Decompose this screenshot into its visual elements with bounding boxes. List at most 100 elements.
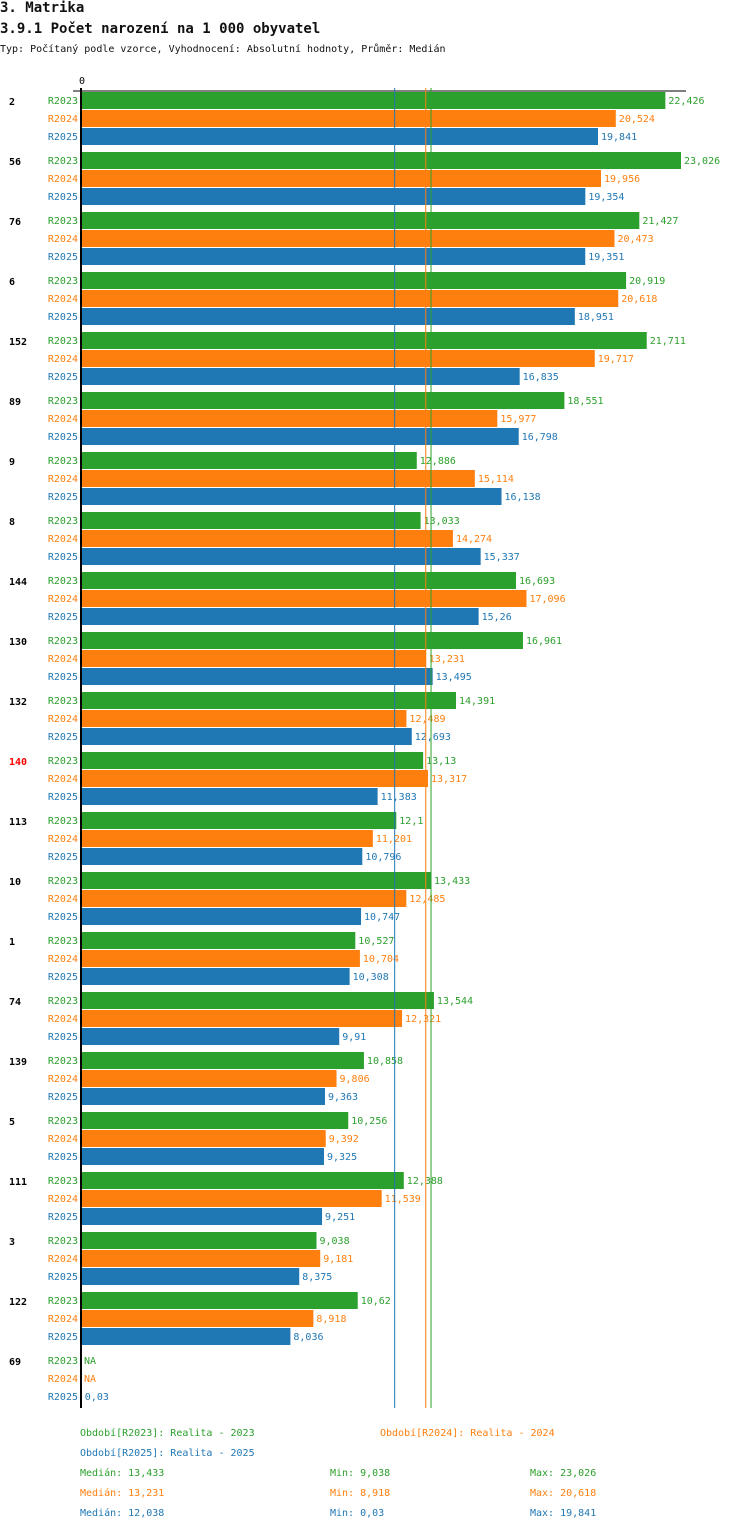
value-label: 18,951 bbox=[578, 312, 614, 323]
value-label: 21,711 bbox=[650, 336, 686, 347]
axis-zero-label: 0 bbox=[79, 76, 85, 87]
series-label: R2024 bbox=[48, 774, 78, 785]
value-label: 11,383 bbox=[381, 792, 417, 803]
bar bbox=[81, 1190, 382, 1207]
series-label: R2023 bbox=[48, 1236, 78, 1247]
series-label: R2024 bbox=[48, 1074, 78, 1085]
series-label: R2025 bbox=[48, 132, 78, 143]
value-label: 11,539 bbox=[385, 1194, 421, 1205]
bar bbox=[81, 770, 429, 787]
group-label: 122 bbox=[9, 1297, 27, 1308]
value-label: 12,489 bbox=[409, 714, 445, 725]
series-label: R2024 bbox=[48, 834, 78, 845]
series-label: R2023 bbox=[48, 96, 78, 107]
series-label: R2024 bbox=[48, 894, 78, 905]
bar bbox=[81, 752, 424, 769]
bar bbox=[81, 848, 363, 865]
chart-title: 3.9.1 Počet narození na 1 000 obyvatel bbox=[0, 21, 321, 37]
series-label: R2024 bbox=[48, 294, 78, 305]
bar bbox=[81, 1028, 340, 1045]
bar bbox=[81, 332, 647, 349]
min-r2023: Min: 9,038 bbox=[330, 1468, 391, 1479]
bar bbox=[81, 170, 602, 187]
series-label: R2024 bbox=[48, 114, 78, 125]
bar bbox=[81, 392, 565, 409]
value-label: 16,835 bbox=[523, 372, 559, 383]
group-label: 69 bbox=[9, 1357, 21, 1368]
series-label: R2023 bbox=[48, 756, 78, 767]
value-label: 12,1 bbox=[399, 816, 423, 827]
series-label: R2025 bbox=[48, 1392, 78, 1403]
series-label: R2024 bbox=[48, 1014, 78, 1025]
series-label: R2023 bbox=[48, 1116, 78, 1127]
value-label: 10,704 bbox=[363, 954, 399, 965]
value-label: 10,527 bbox=[358, 936, 394, 947]
bar bbox=[81, 1172, 404, 1189]
bar bbox=[81, 950, 360, 967]
median-r2024: Medián: 13,231 bbox=[80, 1488, 165, 1499]
value-label: 18,551 bbox=[567, 396, 603, 407]
group-label: 5 bbox=[9, 1117, 15, 1128]
value-label: 9,038 bbox=[320, 1236, 350, 1247]
value-label: 13,433 bbox=[434, 876, 470, 887]
max-r2023: Max: 23,026 bbox=[530, 1468, 597, 1479]
bar bbox=[81, 1070, 337, 1087]
series-label: R2025 bbox=[48, 612, 78, 623]
group-label: 113 bbox=[9, 817, 27, 828]
value-label: 9,325 bbox=[327, 1152, 357, 1163]
value-label: 20,618 bbox=[621, 294, 657, 305]
value-label: 15,977 bbox=[500, 414, 536, 425]
series-label: R2025 bbox=[48, 972, 78, 983]
group-label: 2 bbox=[9, 97, 15, 108]
bar bbox=[81, 590, 527, 607]
value-label: 16,798 bbox=[522, 432, 558, 443]
value-label: 10,308 bbox=[353, 972, 389, 983]
bar bbox=[81, 608, 479, 625]
series-label: R2025 bbox=[48, 1332, 78, 1343]
max-r2025: Max: 19,841 bbox=[530, 1508, 597, 1519]
bar bbox=[81, 350, 595, 367]
bar bbox=[81, 1250, 321, 1267]
value-label: 9,392 bbox=[329, 1134, 359, 1145]
series-label: R2024 bbox=[48, 954, 78, 965]
bar bbox=[81, 632, 523, 649]
median-r2025: Medián: 12,038 bbox=[80, 1508, 165, 1519]
series-label: R2023 bbox=[48, 876, 78, 887]
series-label: R2023 bbox=[48, 696, 78, 707]
bar bbox=[81, 872, 432, 889]
series-label: R2025 bbox=[48, 1092, 78, 1103]
series-label: R2025 bbox=[48, 1032, 78, 1043]
series-label: R2025 bbox=[48, 552, 78, 563]
series-label: R2024 bbox=[48, 534, 78, 545]
value-label: 13,231 bbox=[429, 654, 465, 665]
value-label: 12,886 bbox=[420, 456, 456, 467]
bar bbox=[81, 1292, 358, 1309]
section-heading: 3. Matrika bbox=[0, 0, 85, 16]
bar bbox=[81, 572, 516, 589]
series-label: R2023 bbox=[48, 516, 78, 527]
series-label: R2025 bbox=[48, 852, 78, 863]
bar bbox=[81, 488, 502, 505]
value-label: 21,427 bbox=[642, 216, 678, 227]
bar bbox=[81, 788, 378, 805]
value-label: 9,251 bbox=[325, 1212, 355, 1223]
value-label: 12,485 bbox=[409, 894, 445, 905]
bar bbox=[81, 230, 615, 247]
series-label: R2025 bbox=[48, 732, 78, 743]
bar bbox=[81, 650, 426, 667]
series-label: R2025 bbox=[48, 1152, 78, 1163]
group-label: 9 bbox=[9, 457, 15, 468]
value-label: 15,114 bbox=[478, 474, 514, 485]
value-label: 10,747 bbox=[364, 912, 400, 923]
bar bbox=[81, 1148, 324, 1165]
group-label: 56 bbox=[9, 157, 21, 168]
bar bbox=[81, 1268, 300, 1285]
group-label: 140 bbox=[9, 757, 27, 768]
bar bbox=[81, 368, 520, 385]
bar bbox=[81, 290, 619, 307]
series-label: R2023 bbox=[48, 336, 78, 347]
series-label: R2023 bbox=[48, 1176, 78, 1187]
group-label: 8 bbox=[9, 517, 15, 528]
series-label: R2024 bbox=[48, 1254, 78, 1265]
series-label: R2025 bbox=[48, 672, 78, 683]
